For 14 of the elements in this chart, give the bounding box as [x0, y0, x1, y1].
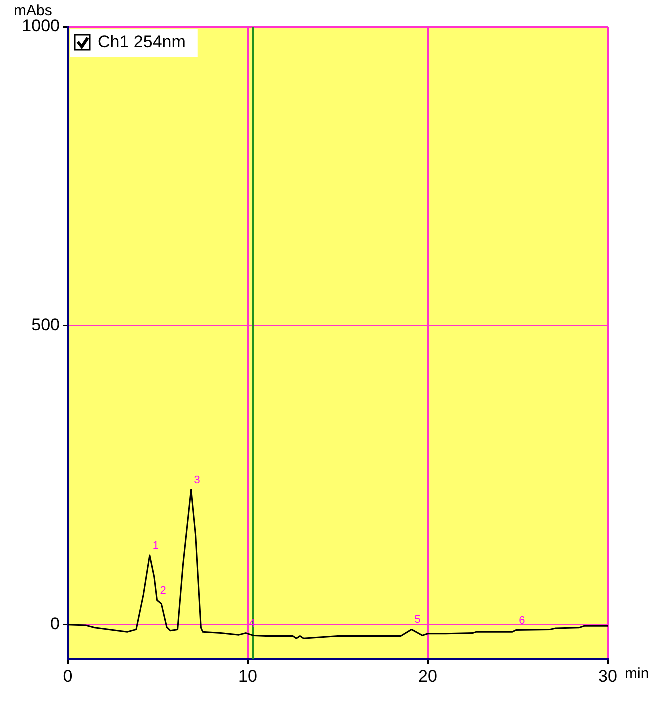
annotation: 5	[414, 614, 421, 626]
x-tick-label: 10	[238, 666, 258, 686]
x-axis-title: min	[625, 666, 650, 683]
annotation: 4	[249, 618, 256, 630]
x-tick-label: 20	[418, 666, 438, 686]
annotation: 2	[160, 584, 166, 597]
x-tick-label: 0	[63, 666, 73, 686]
annotation: 3	[194, 474, 200, 486]
y-tick-label: 500	[32, 316, 60, 335]
legend-label: Ch1 254nm	[98, 32, 186, 52]
annotation: 1	[152, 540, 159, 552]
y-tick-label: 0	[50, 614, 60, 634]
x-tick-label: 30	[598, 666, 618, 686]
annotation: 6	[519, 614, 526, 627]
